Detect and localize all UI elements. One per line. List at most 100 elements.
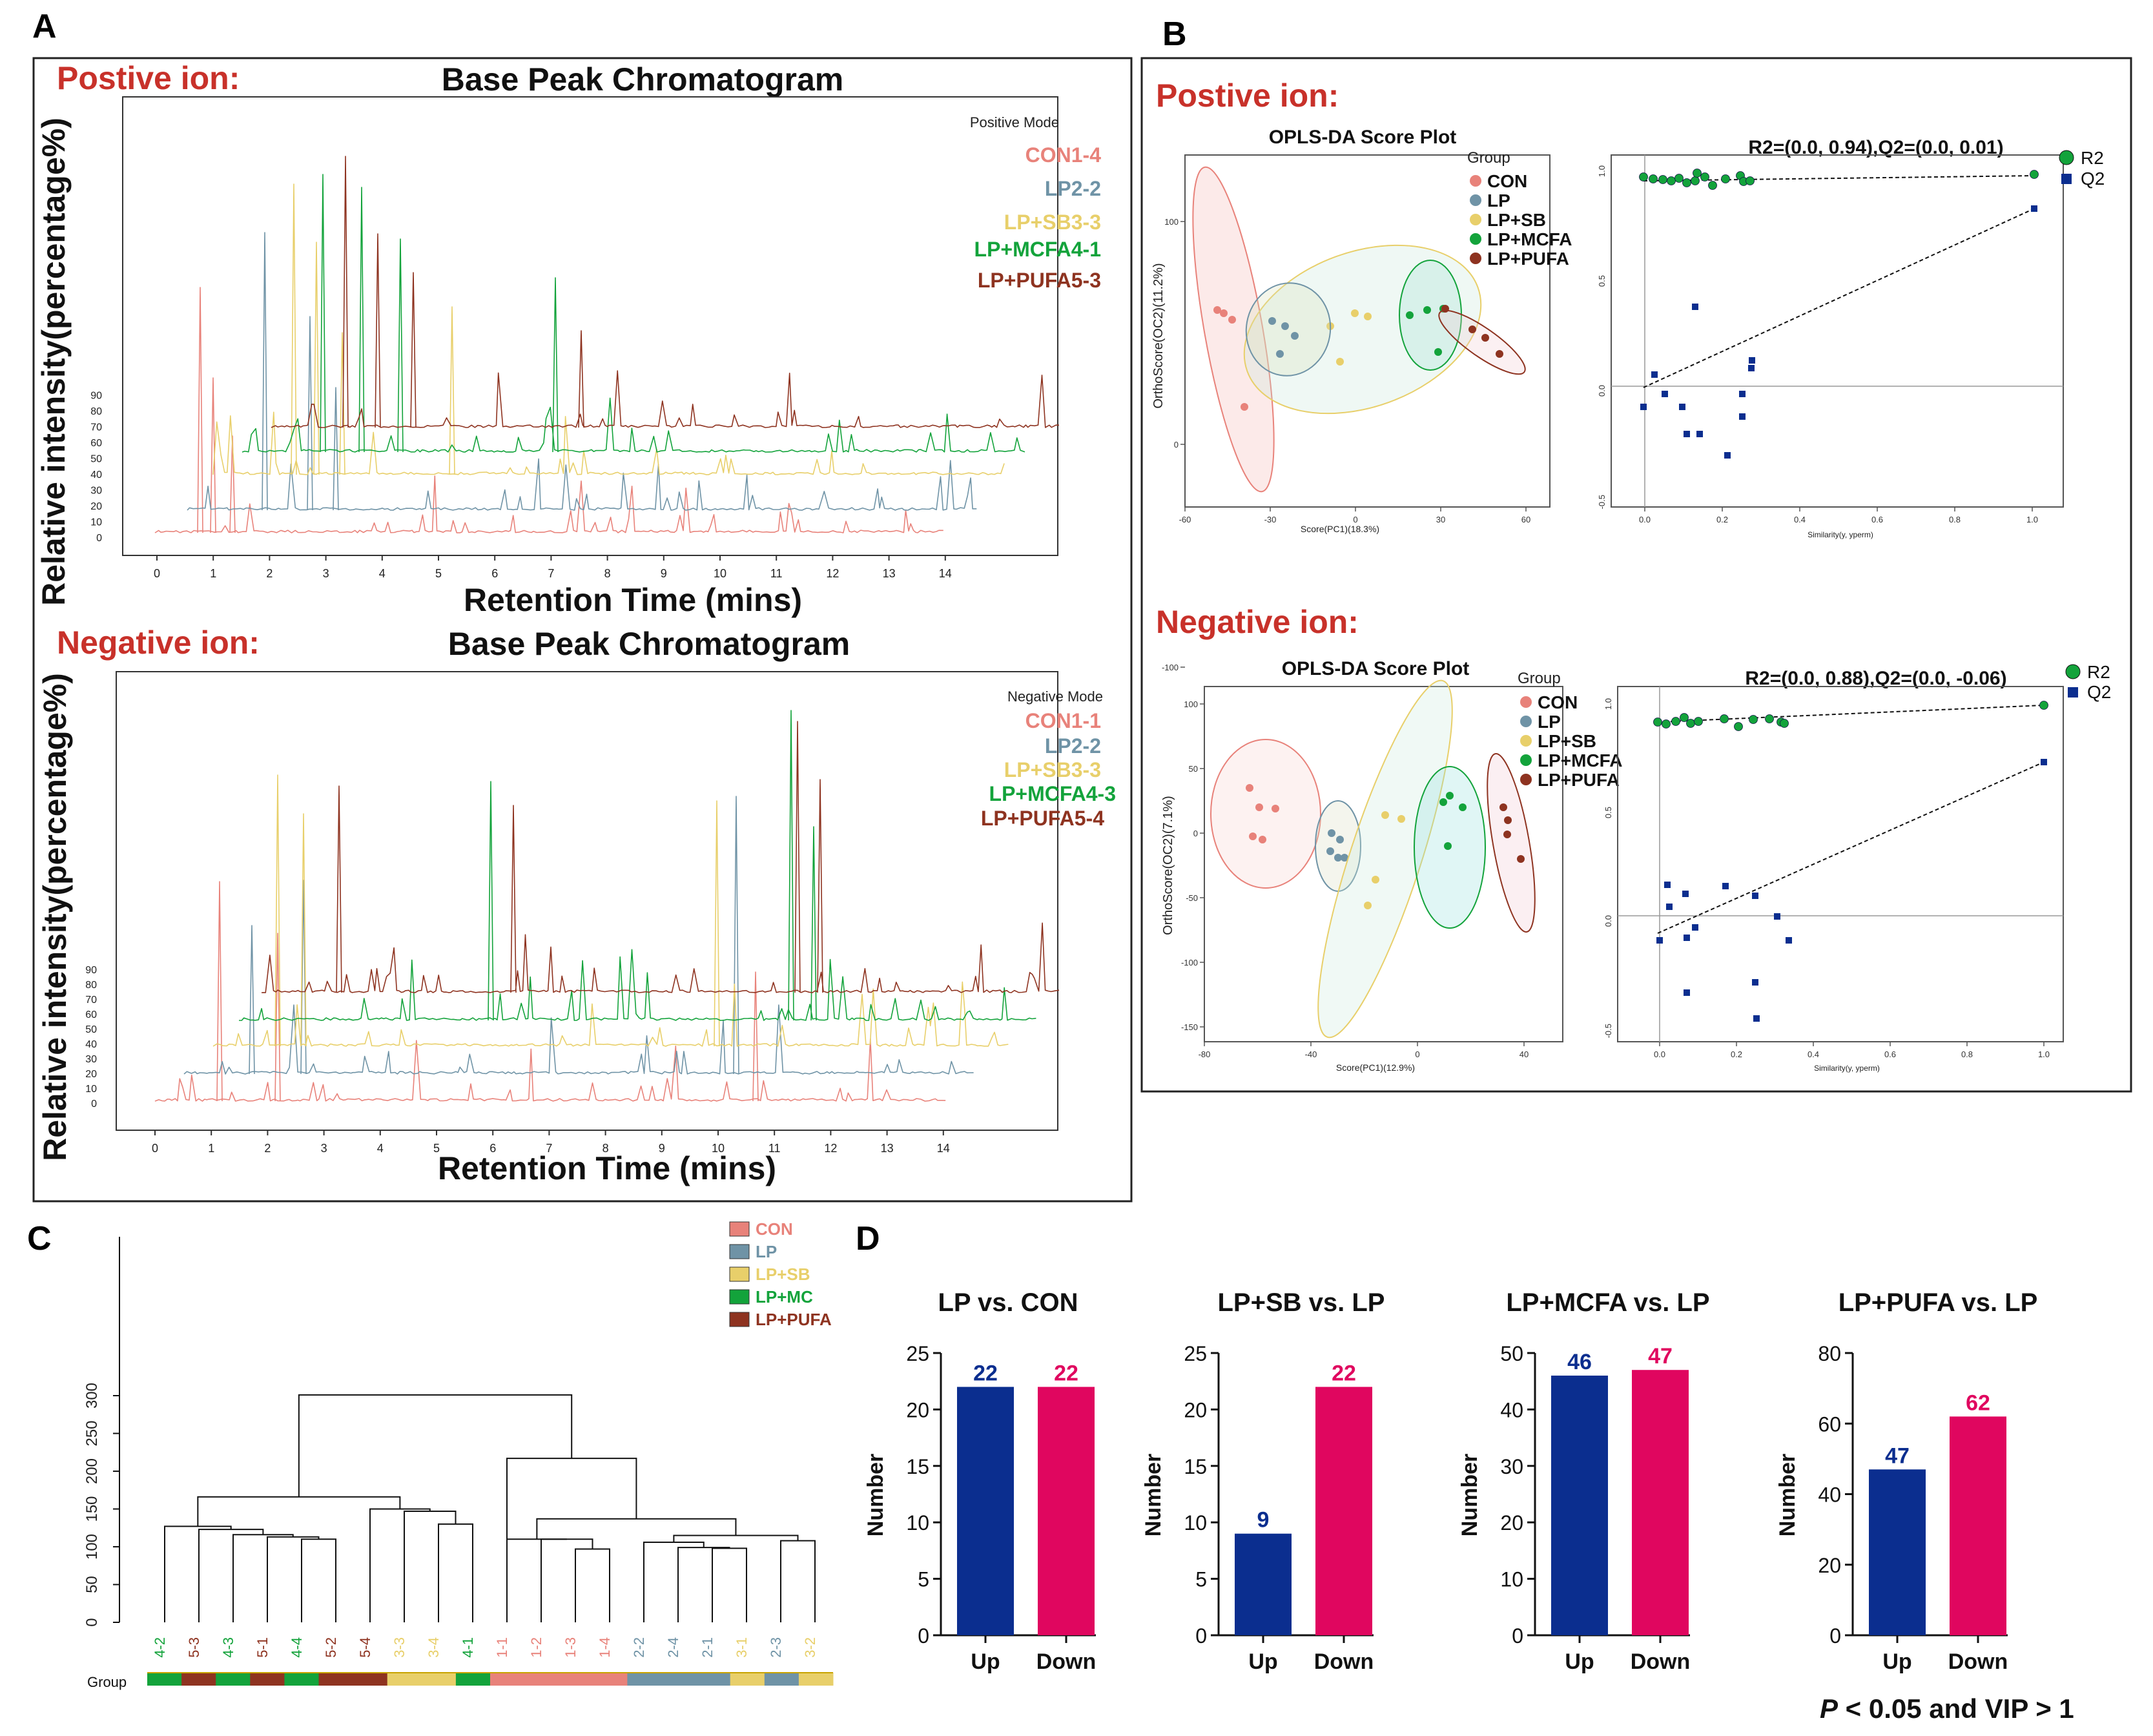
dendrogram-y-tick-label: 300 [83,1383,101,1409]
bar-chart-title: LP vs. CON [938,1288,1078,1317]
perm-xlabel-positive: Similarity(y, yperm) [1808,530,1873,539]
y-tick-label: 80 [90,406,102,417]
group-bar-segment [798,1673,834,1686]
perm-q2-point [1662,391,1668,397]
perm-q2-point [1684,935,1690,941]
bar-y-tick-label: 25 [1184,1342,1207,1365]
perm-r2-point [1720,714,1729,723]
dendrogram-link [164,1525,232,1622]
dendrogram-leaf-label: 4-3 [220,1637,236,1658]
dendrogram-link [301,1538,336,1622]
perm-legend-r2: R2 [2081,148,2104,168]
dendrogram-leaf-label: 5-3 [186,1637,202,1658]
panel-label-c: C [27,1220,52,1257]
x-tick-label: 6 [489,1142,496,1155]
sb-ellipse [1243,244,1482,415]
pufa-point [1468,326,1476,333]
positive-ion-label-b: Postive ion: [1156,78,1339,114]
legend-negative-5: LP+PUFA5-4 [981,807,1104,830]
x-tick-label: 7 [548,567,554,580]
perm-q2-point [1724,452,1731,459]
perm-q2-point [1749,357,1755,364]
dendrogram-link [298,1394,573,1497]
trace-pufa-negative [261,721,1059,993]
y-tick-label: 60 [85,1009,97,1020]
bar-chart-4: LP+PUFA vs. LP 0 20 40 60 80 Number 47 Up 62 Down [1775,1288,2037,1674]
perm-r2-point [1694,717,1703,726]
y-tick-label: 70 [90,422,102,433]
dendrogram-leaf-label: 2-3 [768,1637,784,1658]
perm-q2-point [1692,924,1698,931]
bar-x-tick-label: Down [1631,1649,1691,1674]
perm-plot-frame-negative [1617,686,2064,1042]
group-legend-label: LP+MCFA [1538,750,1622,770]
con-point [1272,805,1279,812]
perm-y-tick-label: -0.5 [1597,495,1607,509]
perm-r2-point [1649,174,1658,183]
lp-point [1281,322,1289,330]
opls-positive: Postive ion: OPLS-DA Score Plot -60 -30 0 3… [1151,78,2105,672]
pufa-point [1517,855,1525,863]
perm-legend-q2-marker-neg [2068,687,2078,698]
perm-q2-point [1752,979,1758,986]
perm-r2-point [1765,714,1774,723]
con-point [1220,309,1228,317]
group-legend-marker [1470,194,1481,206]
bar-y-tick-label: 5 [1195,1568,1207,1591]
perm-r2-point [1746,176,1755,185]
group-bar-segment [181,1673,216,1686]
y-tick-label: 90 [90,391,102,402]
group-bar-segment [490,1673,525,1686]
x-tick-label: 9 [661,567,667,580]
y-tick-label: 50 [90,454,102,465]
con-point [1228,316,1236,324]
dendrogram-link [712,1547,747,1622]
perm-r2-point [1749,715,1758,724]
mcfa-ellipse [1399,260,1462,371]
dendrogram-link [536,1518,737,1540]
score-y-tick-label: -100 [1162,663,1179,672]
y-tick-label: 40 [85,1039,97,1050]
bar-y-tick-label: 40 [1818,1483,1841,1507]
dendrogram-leaf-label: 3-4 [426,1637,442,1658]
bar-x-tick-label: Up [971,1649,1000,1674]
score-x-tick-label: 40 [1519,1049,1529,1059]
group-bar-segment [661,1673,697,1686]
x-ticks-negative: 0 1 2 3 4 5 6 7 8 9 10 11 12 13 14 [152,1130,950,1155]
bar [957,1387,1014,1635]
score-y-tick-label: 50 [1189,764,1198,774]
perm-r2-point [1700,172,1709,181]
group-legend-marker [1520,716,1532,727]
bar [1315,1387,1372,1635]
perm-r2-point [1686,719,1695,728]
dendrogram-legend-label: LP+SB [756,1265,810,1284]
bar-value-label: 22 [1054,1361,1078,1385]
bar-value-label: 46 [1567,1350,1592,1374]
score-x-tick-label: -40 [1305,1049,1317,1059]
con-point [1213,306,1221,314]
perm-r2-point [1680,713,1689,722]
pufa-point [1441,305,1449,313]
lp-point [1341,854,1348,862]
con-point [1246,784,1253,792]
group-legend-label: LP [1487,191,1510,211]
score-xlabel-negative: Score(PC1)(12.9%) [1336,1062,1415,1073]
mode-title-negative: Negative Mode [1007,688,1103,705]
perm-r2-point [1693,169,1702,178]
x-tick-label: 2 [264,1142,271,1155]
group-bar-segment [730,1673,765,1686]
x-tick-label: 0 [152,1142,158,1155]
bar [1038,1387,1095,1635]
bar-y-label: Number [863,1454,888,1536]
bar-x-tick-label: Up [1248,1649,1277,1674]
sb-point [1364,902,1372,909]
x-tick-label: 11 [768,1142,781,1155]
dendrogram-legend-swatch [729,1312,750,1327]
panel-a-frame [32,57,1133,1203]
perm-q2-point [1656,937,1663,944]
group-legend-marker [1520,696,1532,708]
perm-q2-point [2031,205,2037,212]
x-tick-label: 2 [266,567,273,580]
traces-positive [154,156,1059,533]
significance-footnote: P < 0.05 and VIP > 1 [1820,1693,2074,1724]
